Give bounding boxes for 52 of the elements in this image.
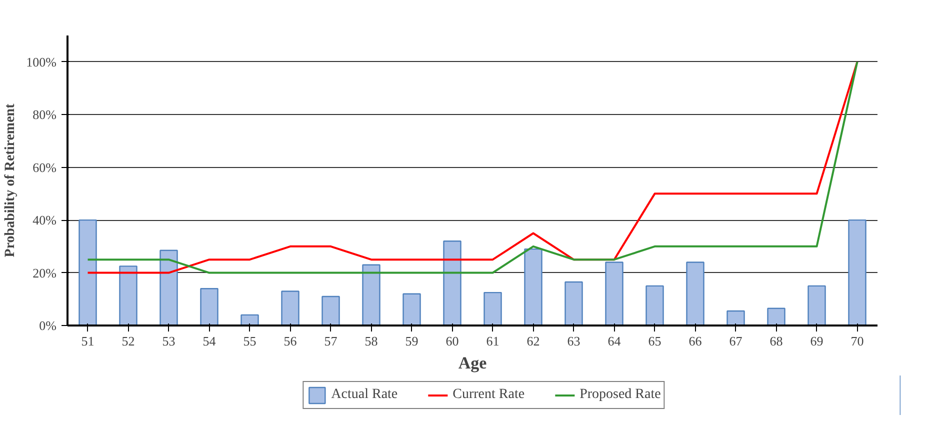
bar: [78, 219, 97, 326]
x-tick-label: 58: [364, 334, 378, 348]
x-tick-label: 68: [770, 334, 783, 348]
legend-label: Current Rate: [452, 387, 525, 403]
y-tick-label: 60%: [32, 160, 57, 175]
x-tick-label: 54: [202, 334, 216, 348]
legend-label: Proposed Rate: [580, 387, 661, 403]
x-tick-label: 55: [243, 334, 256, 348]
bar: [119, 266, 138, 326]
y-tick-label: 20%: [32, 265, 57, 280]
x-tick-label: 61: [486, 334, 500, 348]
x-tick-label: 64: [608, 334, 622, 348]
x-tick-label: 59: [405, 334, 418, 348]
x-axis-title: Age: [458, 354, 488, 372]
bar: [767, 308, 786, 326]
bar: [200, 288, 218, 326]
bar: [281, 290, 300, 326]
x-tick-label: 51: [81, 334, 94, 348]
x-tick-label: 53: [162, 334, 176, 348]
bar: [605, 262, 624, 326]
x-tick-label: 60: [446, 334, 459, 348]
bar: [362, 264, 380, 326]
bar: [443, 240, 462, 326]
y-axis-title: Probability of Retirement: [3, 103, 18, 258]
x-tick-label: 57: [324, 334, 338, 348]
bar: [240, 314, 259, 326]
bar: [646, 285, 664, 326]
y-tick-label: 80%: [32, 107, 57, 122]
x-tick-label: 70: [850, 334, 864, 348]
x-tick-label: 65: [648, 334, 662, 348]
bar: [808, 285, 826, 326]
x-tick-label: 66: [688, 334, 702, 348]
y-tick-label: 0%: [39, 318, 57, 333]
line-series: [86, 60, 858, 274]
x-tick-label: 63: [567, 334, 580, 348]
x-tick-label: 69: [810, 334, 824, 348]
bar: [726, 310, 745, 326]
bar: [160, 250, 178, 326]
x-tick-label: 52: [122, 334, 135, 348]
bar: [402, 293, 421, 326]
x-tick-label: 67: [729, 334, 743, 348]
legend-label: Actual Rate: [331, 387, 398, 403]
x-tick-label: 56: [284, 334, 298, 348]
bar: [484, 292, 502, 326]
bar: [564, 281, 583, 326]
bar: [524, 248, 542, 326]
bar: [686, 262, 704, 326]
bar: [848, 219, 866, 326]
x-tick-label: 62: [526, 334, 540, 348]
y-tick-label: 100%: [26, 54, 57, 70]
bar: [322, 296, 340, 326]
y-tick-label: 40%: [32, 212, 57, 228]
